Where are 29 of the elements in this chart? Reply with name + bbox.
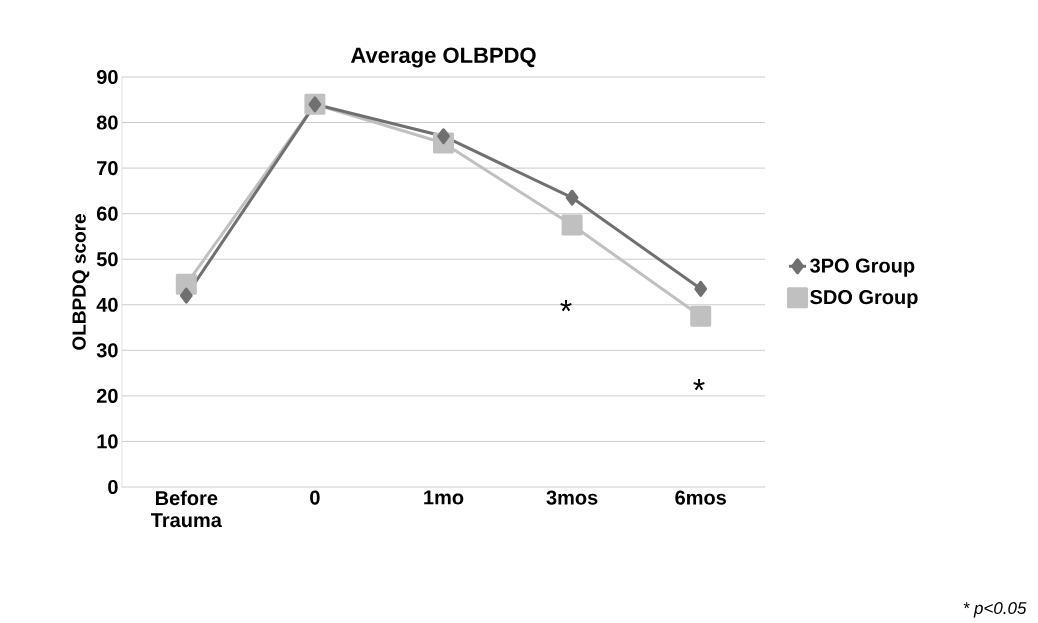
chart-title: Average OLBPDQ xyxy=(350,47,536,68)
y-tick-label: 50 xyxy=(96,252,118,267)
x-tick-label: 0 xyxy=(310,490,320,505)
point xyxy=(175,273,197,295)
y-tick-label: 40 xyxy=(96,297,118,312)
annotation: * xyxy=(693,378,705,391)
point xyxy=(694,280,708,297)
text: * p<0.05 xyxy=(963,602,1027,618)
y-tick-label: 20 xyxy=(96,388,118,403)
y-tick-label: 0 xyxy=(108,479,118,495)
legend-label: 3PO Group xyxy=(810,258,915,277)
y-tick-label: 30 xyxy=(96,343,118,358)
y-tick-label: 10 xyxy=(97,434,118,449)
point xyxy=(437,128,450,145)
x-tick-label: 6mos xyxy=(675,490,726,505)
x-tick-label: Before Trauma xyxy=(150,490,222,528)
y-tick-label: 90 xyxy=(96,69,118,85)
x-tick-label: 1mo xyxy=(424,490,464,505)
x-tick-label: 3mos xyxy=(546,490,598,505)
annotation: * xyxy=(560,299,572,312)
point xyxy=(565,189,579,206)
y-tick-label: 60 xyxy=(96,206,118,221)
point xyxy=(179,287,193,304)
y-tick-label: 70 xyxy=(97,161,118,176)
point xyxy=(561,214,583,236)
point xyxy=(690,305,712,327)
y-axis-title: OLBPDQ score xyxy=(72,214,90,350)
y-tick-label: 80 xyxy=(96,115,118,130)
legend-label: SDO Group xyxy=(810,290,918,309)
